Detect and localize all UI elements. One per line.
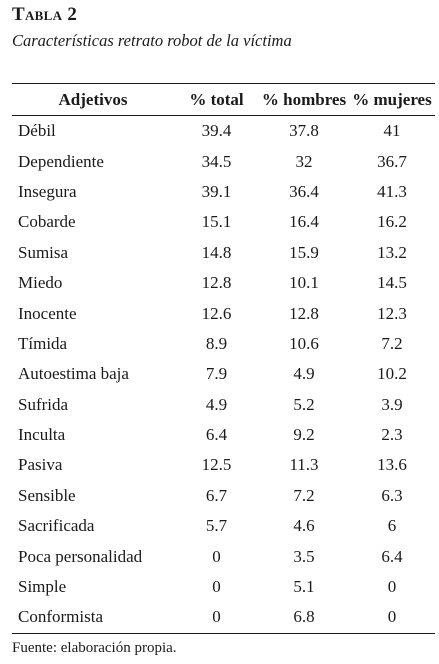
cell-mujeres: 3.9 — [381, 394, 403, 414]
table-row: Tímida 8.9 10.6 7.2 — [12, 329, 435, 359]
table-row: Sensible 6.7 7.2 6.3 — [12, 481, 435, 511]
cell-hombres: 32 — [295, 151, 313, 171]
cell-mujeres: 6.4 — [381, 546, 403, 566]
cell-total: 6.7 — [205, 485, 228, 505]
cell-total: 12.5 — [201, 455, 232, 475]
cell-adjetivo: Cobarde — [18, 212, 76, 232]
cell-total: 39.1 — [201, 181, 232, 201]
cell-hombres: 15.9 — [289, 242, 319, 262]
cell-hombres: 12.8 — [289, 303, 319, 323]
header-row: Adjetivos % total % hombres % mujeres — [12, 83, 435, 116]
cell-adjetivo: Sufrida — [18, 394, 69, 414]
cell-adjetivo: Dependiente — [18, 151, 104, 171]
table-row: Cobarde 15.1 16.4 16.2 — [12, 207, 435, 237]
table-title: Tabla 2 — [12, 4, 78, 25]
cell-hombres: 6.8 — [293, 607, 315, 627]
cell-adjetivo: Insegura — [18, 181, 77, 201]
cell-hombres: 7.2 — [293, 485, 315, 505]
source-note: Fuente: elaboración propia. — [12, 640, 177, 656]
column-header-adjetivos: Adjetivos — [58, 89, 128, 109]
cell-total: 0 — [212, 607, 221, 627]
cell-total: 0 — [212, 577, 221, 597]
cell-adjetivo: Inocente — [18, 303, 77, 323]
cell-total: 7.9 — [205, 364, 228, 384]
cell-mujeres: 14.5 — [377, 273, 407, 293]
table-body: Débil 39.4 37.8 41 Dependiente 34.5 32 36.7 Inse… — [12, 116, 435, 634]
column-header-hombres: % hombres — [261, 89, 347, 109]
cell-adjetivo: Inculta — [18, 425, 66, 445]
column-header-mujeres: % mujeres — [352, 89, 432, 109]
cell-hombres: 5.2 — [293, 394, 315, 414]
table-row: Sufrida 4.9 5.2 3.9 — [12, 390, 435, 420]
cell-adjetivo: Tímida — [18, 333, 68, 353]
table-row: Miedo 12.8 10.1 14.5 — [12, 268, 435, 298]
cell-mujeres: 12.3 — [377, 303, 407, 323]
table-row: Inculta 6.4 9.2 2.3 — [12, 420, 435, 450]
cell-mujeres: 6.3 — [381, 485, 403, 505]
cell-total: 15.1 — [201, 212, 232, 232]
cell-adjetivo: Miedo — [18, 273, 63, 293]
cell-hombres: 3.5 — [293, 546, 315, 566]
cell-hombres: 9.2 — [293, 425, 315, 445]
cell-adjetivo: Sumisa — [18, 242, 69, 262]
cell-adjetivo: Autoestima baja — [18, 364, 129, 384]
cell-total: 8.9 — [205, 333, 228, 353]
table-row: Pasiva 12.5 11.3 13.6 — [12, 450, 435, 480]
column-header-total: % total — [189, 89, 244, 109]
table-row: Inocente 12.6 12.8 12.3 — [12, 298, 435, 328]
cell-adjetivo: Conformista — [18, 607, 103, 627]
cell-total: 12.6 — [201, 303, 232, 323]
cell-hombres: 37.8 — [289, 121, 319, 141]
cell-total: 12.8 — [201, 273, 232, 293]
table-row: Insegura 39.1 36.4 41.3 — [12, 177, 435, 207]
cell-hombres: 4.6 — [293, 516, 315, 536]
table-row: Sacrificada 5.7 4.6 6 — [12, 511, 435, 541]
cell-hombres: 10.1 — [289, 273, 319, 293]
cell-total: 0 — [212, 546, 221, 566]
cell-mujeres: 10.2 — [377, 364, 407, 384]
cell-mujeres: 13.2 — [377, 242, 407, 262]
cell-hombres: 16.4 — [289, 212, 319, 232]
data-table: Adjetivos % total % hombres % mujeres Dé… — [12, 83, 435, 634]
table-row: Sumisa 14.8 15.9 13.2 — [12, 238, 435, 268]
cell-adjetivo: Débil — [18, 121, 56, 141]
cell-adjetivo: Poca personalidad — [18, 546, 143, 566]
cell-hombres: 5.1 — [293, 577, 315, 597]
cell-hombres: 10.6 — [289, 333, 319, 353]
cell-hombres: 11.3 — [289, 455, 319, 475]
cell-mujeres: 41.3 — [377, 181, 407, 201]
cell-total: 34.5 — [201, 151, 232, 171]
cell-mujeres: 2.3 — [381, 425, 403, 445]
cell-mujeres: 7.2 — [381, 333, 403, 353]
cell-mujeres: 41 — [383, 121, 401, 141]
table-row: Débil 39.4 37.8 41 — [12, 116, 435, 147]
cell-adjetivo: Pasiva — [18, 455, 63, 475]
cell-adjetivo: Sacrificada — [18, 516, 95, 536]
cell-total: 4.9 — [205, 394, 228, 414]
table-row: Autoestima baja 7.9 4.9 10.2 — [12, 359, 435, 389]
cell-mujeres: 6 — [387, 516, 397, 536]
table-row: Conformista 0 6.8 0 — [12, 602, 435, 634]
cell-total: 5.7 — [205, 516, 228, 536]
cell-mujeres: 0 — [387, 607, 397, 627]
cell-total: 14.8 — [201, 242, 232, 262]
cell-mujeres: 16.2 — [377, 212, 407, 232]
table-row: Poca personalidad 0 3.5 6.4 — [12, 541, 435, 571]
table-subtitle: Características retrato robot de la víct… — [12, 31, 292, 50]
cell-total: 6.4 — [205, 425, 228, 445]
cell-hombres: 4.9 — [293, 364, 315, 384]
cell-hombres: 36.4 — [289, 181, 319, 201]
cell-mujeres: 13.6 — [377, 455, 407, 475]
cell-total: 39.4 — [201, 121, 232, 141]
cell-adjetivo: Simple — [18, 577, 67, 597]
cell-mujeres: 36.7 — [377, 151, 407, 171]
table-row: Dependiente 34.5 32 36.7 — [12, 146, 435, 176]
cell-mujeres: 0 — [387, 577, 397, 597]
table-row: Simple 0 5.1 0 — [12, 572, 435, 602]
cell-adjetivo: Sensible — [18, 485, 76, 505]
